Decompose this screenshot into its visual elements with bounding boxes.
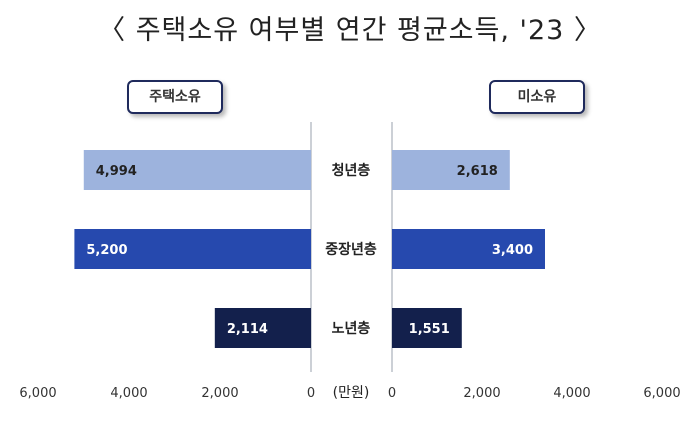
bar-owner-1 <box>83 150 311 190</box>
left-tick-label-2: 2,000 <box>201 386 238 401</box>
value-label-non-owner-2: 3,400 <box>492 243 533 258</box>
chart-title: 〈 주택소유 여부별 연간 평균소득, '23 〉 <box>98 15 602 46</box>
right-tick-label-1: 0 <box>388 386 396 401</box>
left-tick-label-1: 0 <box>307 386 315 401</box>
value-label-owner-1: 4,994 <box>96 164 137 179</box>
right-tick-label-2: 2,000 <box>463 386 500 401</box>
left-tick-label-3: 4,000 <box>110 386 147 401</box>
unit-label: (만원) <box>333 385 370 401</box>
category-label-2: 중장년층 <box>325 241 377 258</box>
bar-owner-2 <box>74 229 312 269</box>
value-label-non-owner-3: 1,551 <box>409 322 450 337</box>
bar-non-owner-3 <box>392 308 462 348</box>
bar-non-owner-2 <box>392 229 545 269</box>
bar-owner-3 <box>214 308 311 348</box>
panel-label-owner: 주택소유 <box>127 80 223 114</box>
right-tick-label-4: 6,000 <box>643 386 680 401</box>
left-tick-label-4: 6,000 <box>19 386 56 401</box>
value-label-owner-2: 5,200 <box>86 243 127 258</box>
bar-non-owner-1 <box>392 150 510 190</box>
category-label-1: 청년층 <box>332 163 371 179</box>
value-label-owner-3: 2,114 <box>227 322 268 337</box>
right-tick-label-3: 4,000 <box>553 386 590 401</box>
panel-label-non-owner: 미소유 <box>489 80 585 114</box>
category-label-3: 노년층 <box>332 321 371 337</box>
value-label-non-owner-1: 2,618 <box>457 164 498 179</box>
